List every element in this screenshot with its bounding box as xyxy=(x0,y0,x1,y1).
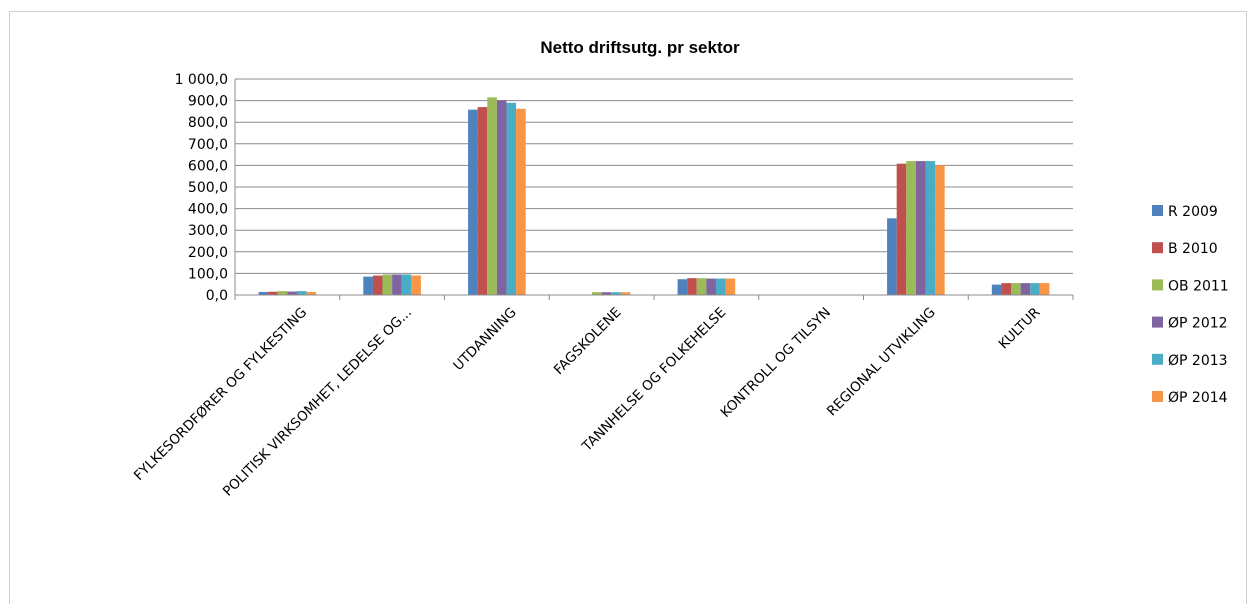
y-tick-label: 600,0 xyxy=(188,158,228,174)
bar xyxy=(715,278,726,295)
y-tick-labels: 0,0 100,0 200,0 300,0 400,0 500,0 600,0 700,0 80… xyxy=(175,72,228,304)
y-tick-label: 300,0 xyxy=(188,223,228,239)
x-tick-label: FYLKESORDFØRER OG FYLKESTING xyxy=(131,305,310,484)
bar xyxy=(706,278,716,295)
y-tick-label: 200,0 xyxy=(188,245,228,261)
bar xyxy=(258,291,269,295)
legend-swatch xyxy=(1152,316,1163,328)
axes xyxy=(234,79,1074,300)
x-tick-label: KULTUR xyxy=(996,305,1044,353)
bar xyxy=(1001,283,1012,295)
x-tick-label: REGIONAL UTVIKLING xyxy=(824,305,939,420)
bar xyxy=(935,165,945,295)
legend-label: ØP 2013 xyxy=(1168,353,1228,369)
bar xyxy=(382,274,393,295)
bar xyxy=(677,279,688,295)
bar xyxy=(277,291,288,295)
bar xyxy=(696,278,707,295)
legend-item: ØP 2013 xyxy=(1152,353,1228,369)
bar xyxy=(925,161,936,295)
bar xyxy=(896,163,907,295)
bar xyxy=(991,284,1002,295)
legend-label: R 2009 xyxy=(1168,204,1218,220)
legend-item: R 2009 xyxy=(1152,204,1218,220)
gridlines xyxy=(235,78,1073,274)
x-tick-label: KONTROLL OG TILSYN xyxy=(718,305,834,421)
bar xyxy=(1011,283,1021,295)
legend: R 2009 B 2010 OB 2011 ØP 2012 ØP 2013 ØP 2014 xyxy=(1152,204,1229,406)
y-tick-label: 0,0 xyxy=(206,288,228,304)
bar xyxy=(601,292,612,295)
bar xyxy=(372,275,383,295)
bar xyxy=(516,108,526,295)
bar xyxy=(296,291,307,295)
legend-item: OB 2011 xyxy=(1152,278,1229,294)
bar xyxy=(687,278,697,295)
bar xyxy=(620,292,631,295)
chart-frame xyxy=(9,11,1247,604)
bar xyxy=(915,161,926,295)
y-tick-label: 400,0 xyxy=(188,202,228,218)
y-tick-label: 900,0 xyxy=(188,94,228,110)
bar xyxy=(306,291,317,295)
legend-swatch xyxy=(1152,242,1163,254)
legend-label: B 2010 xyxy=(1168,241,1218,257)
legend-swatch xyxy=(1152,353,1163,365)
bar xyxy=(496,100,507,295)
bar xyxy=(392,274,402,295)
legend-item: ØP 2014 xyxy=(1152,390,1228,406)
legend-item: B 2010 xyxy=(1152,241,1218,257)
legend-label: ØP 2014 xyxy=(1168,390,1228,406)
bar xyxy=(401,274,412,295)
x-tick-label: FAGSKOLENE xyxy=(551,305,625,379)
legend-swatch xyxy=(1152,279,1163,291)
x-tick-label: UTDANNING xyxy=(450,305,519,374)
y-tick-label: 1 000,0 xyxy=(175,72,228,88)
y-tick-label: 800,0 xyxy=(188,115,228,131)
bar xyxy=(411,275,421,295)
bar xyxy=(468,109,478,295)
y-tick-label: 100,0 xyxy=(188,266,228,282)
x-tick-label: POLITISK VIRKSOMHET, LEDELSE OG... xyxy=(220,305,415,500)
legend-label: OB 2011 xyxy=(1168,278,1229,294)
legend-label: ØP 2012 xyxy=(1168,316,1228,332)
bar xyxy=(906,161,916,295)
bar xyxy=(287,291,297,295)
bar xyxy=(487,97,497,295)
bar xyxy=(477,107,488,295)
bar xyxy=(1020,283,1031,295)
bar xyxy=(1030,283,1040,295)
legend-item: ØP 2012 xyxy=(1152,316,1228,332)
bars xyxy=(258,97,1050,295)
chart-title: Netto driftsutg. pr sektor xyxy=(540,38,740,57)
bar xyxy=(506,102,517,295)
bar xyxy=(363,276,373,295)
y-tick-label: 500,0 xyxy=(188,180,228,196)
bar xyxy=(1039,283,1050,295)
bar xyxy=(611,292,621,295)
bar xyxy=(592,292,602,295)
bar xyxy=(268,291,278,295)
y-tick-label: 700,0 xyxy=(188,137,228,153)
bar xyxy=(887,218,897,295)
legend-swatch xyxy=(1152,205,1163,216)
bar xyxy=(725,278,736,295)
legend-swatch xyxy=(1152,391,1163,402)
